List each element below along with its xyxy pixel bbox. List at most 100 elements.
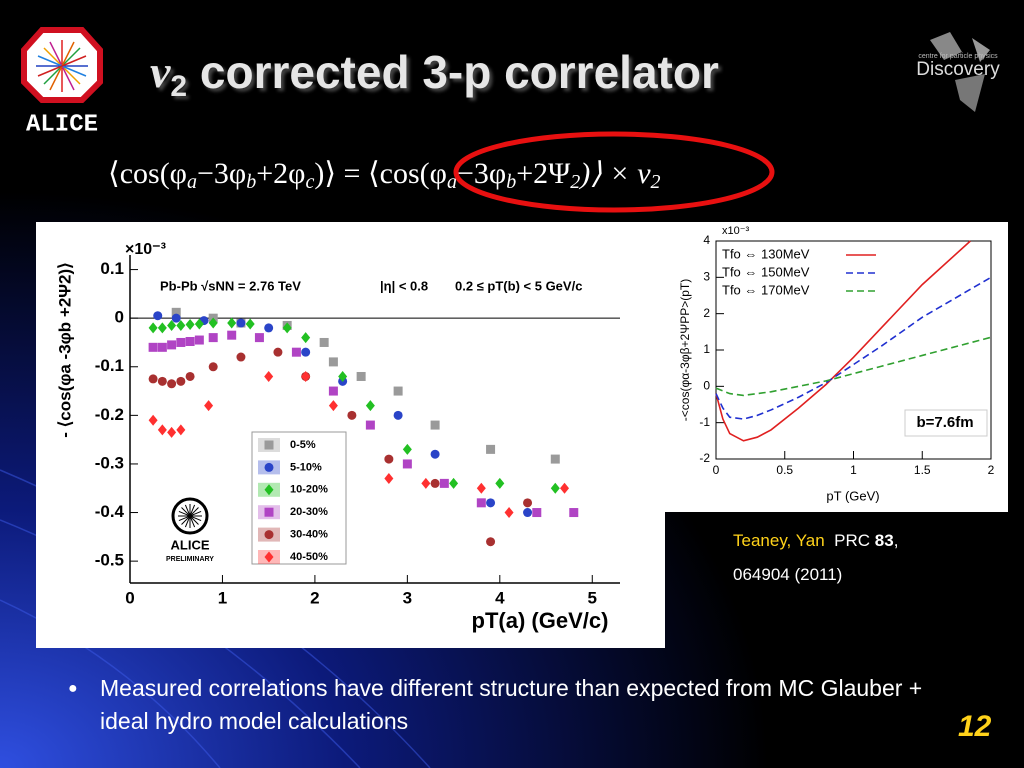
equation-part: +2Ψ [516, 157, 571, 190]
equation-part: )⟩ × v [578, 157, 651, 190]
series [148, 317, 560, 494]
x-tick-label: 2 [310, 588, 319, 607]
equation-subscript: a [447, 171, 457, 193]
x-tick-label: 1 [218, 588, 227, 607]
marker [167, 426, 177, 438]
marker [449, 477, 459, 489]
marker [430, 478, 440, 488]
equation-subscript: b [246, 171, 256, 193]
marker [393, 410, 403, 420]
citation-pages: 064904 (2011) [733, 565, 843, 584]
discovery-logo: centre for particle physics Discovery [916, 32, 1000, 112]
series [148, 330, 579, 518]
marker [430, 449, 440, 459]
citation-volume: 83 [874, 531, 894, 550]
logo-ring [171, 497, 209, 535]
axis-multiplier: x10⁻³ [722, 225, 750, 237]
y-tick-label: 1 [703, 342, 710, 356]
alice-logo-text: ALICE [26, 111, 98, 138]
marker [476, 498, 486, 508]
y-tick-label: 0 [703, 379, 710, 393]
marker [185, 371, 195, 381]
x-tick-label: 5 [588, 588, 597, 607]
marker [236, 318, 246, 328]
marker [208, 333, 218, 343]
equation-subscript: b [506, 171, 516, 193]
marker [264, 370, 274, 382]
marker [384, 473, 394, 485]
legend-marker [264, 484, 274, 496]
annotation: ALICE [171, 537, 210, 552]
y-tick-label: 3 [703, 270, 710, 284]
legend-label: 5-10% [290, 461, 322, 473]
marker [157, 424, 167, 436]
marker [176, 376, 186, 386]
series [148, 370, 570, 519]
marker [176, 319, 186, 331]
marker [430, 420, 440, 430]
equation-part: ⟨cos(φ [108, 157, 187, 190]
x-tick-label: 3 [403, 588, 412, 607]
marker [523, 508, 533, 518]
marker [402, 459, 412, 469]
annotation: Pb-Pb √sNN = 2.76 TeV [160, 278, 301, 293]
annotation-box [904, 409, 988, 437]
marker [328, 357, 338, 367]
marker [476, 482, 486, 494]
legend-marker [264, 440, 274, 450]
x-tick-label: 0 [713, 463, 720, 477]
equation-part: +2φ [256, 157, 305, 190]
marker [171, 307, 181, 317]
marker [301, 332, 311, 344]
marker [148, 414, 158, 426]
marker [532, 508, 542, 518]
marker [208, 317, 218, 329]
marker [291, 347, 301, 357]
legend-label: 20-30% [290, 506, 328, 518]
title-text: corrected 3-p correlator [187, 46, 719, 98]
x-tick-label: 0 [125, 588, 134, 607]
marker [194, 335, 204, 345]
legend-label: 30-40% [290, 529, 328, 541]
annotation: 0.2 ≤ pT(b) < 5 GeV/c [455, 278, 582, 293]
marker [185, 336, 195, 346]
legend-label: Tfo ⇔ 130MeV [722, 246, 810, 261]
title-symbol: v [150, 46, 171, 97]
plot-panel-left [36, 222, 665, 648]
legend-marker [264, 507, 274, 517]
marker [439, 478, 449, 488]
marker [176, 424, 186, 436]
y-tick-label: -0.3 [95, 453, 124, 472]
marker [157, 376, 167, 386]
marker [328, 400, 338, 412]
chart: 0.10-0.1-0.2-0.3-0.4-0.50 1 2 3 4 5×10⁻³- ⟨co… [55, 241, 620, 633]
line [715, 276, 992, 420]
marker [402, 443, 412, 455]
marker [176, 337, 186, 347]
citation-authors: Teaney, Yan [733, 531, 825, 550]
y-tick-label: -0.2 [95, 405, 124, 424]
marker [157, 322, 167, 334]
legend-box [251, 431, 347, 565]
slide-title: v2 corrected 3-p correlator [150, 46, 719, 103]
equation: ⟨cos(φa−3φb+2φc)⟩ = ⟨cos(φa−3φb+2Ψ2)⟩ × … [108, 157, 661, 193]
alice-logo: ALICE [21, 27, 103, 138]
marker [486, 537, 496, 547]
marker [356, 371, 366, 381]
legend-label: 40-50% [290, 551, 328, 563]
marker [550, 482, 560, 494]
marker [301, 370, 311, 382]
legend-label: Tfo ⇔ 150MeV [722, 264, 810, 279]
x-axis-label: pT(a) (GeV/c) [472, 608, 609, 633]
legend-label: 10-20% [290, 484, 328, 496]
discovery-sub: centre for particle physics [918, 53, 998, 60]
marker [504, 507, 514, 519]
marker [245, 318, 255, 330]
marker [194, 318, 204, 330]
marker [384, 454, 394, 464]
marker [264, 323, 274, 333]
plots: 0.10-0.1-0.2-0.3-0.4-0.50 1 2 3 4 5×10⁻³- ⟨co… [55, 225, 994, 633]
marker [185, 318, 195, 330]
marker [167, 379, 177, 389]
